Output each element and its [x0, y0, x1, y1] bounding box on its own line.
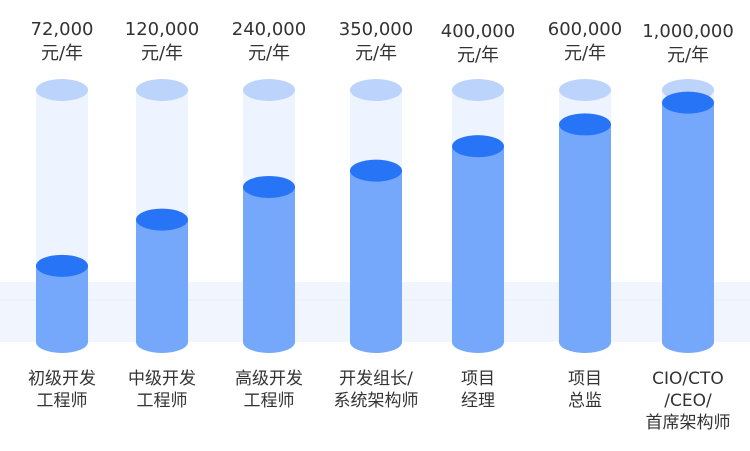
bar-top-4 [452, 135, 504, 158]
category-label-0: 初级开发 工程师 [2, 368, 122, 412]
value-label-1: 120,000 元/年 [102, 18, 222, 66]
category-line: /CEO/ [664, 391, 712, 411]
value-unit: 元/年 [247, 43, 291, 64]
value-label-3: 350,000 元/年 [316, 18, 436, 66]
category-label-4: 项目 经理 [418, 368, 538, 412]
bar-track-cap-3 [350, 79, 402, 101]
category-line: 项目 [461, 369, 495, 389]
value-number: 240,000 [231, 19, 307, 40]
value-unit: 元/年 [666, 45, 710, 66]
category-label-2: 高级开发 工程师 [209, 368, 329, 412]
bar-top-6 [662, 91, 714, 114]
value-number: 72,000 [30, 19, 94, 40]
value-number: 120,000 [124, 19, 200, 40]
value-label-4: 400,000 元/年 [418, 20, 538, 68]
bar-6 [662, 102, 714, 342]
value-label-5: 600,000 元/年 [525, 18, 645, 66]
bar-5 [559, 124, 611, 343]
category-line: 系统架构师 [333, 391, 419, 411]
bar-2 [243, 186, 295, 342]
value-number: 400,000 [440, 21, 516, 42]
value-unit: 元/年 [354, 43, 398, 64]
value-label-6: 1,000,000 元/年 [628, 20, 748, 68]
bar-base-2 [243, 331, 295, 353]
value-unit: 元/年 [456, 45, 500, 66]
value-number: 600,000 [547, 19, 623, 40]
bar-track-cap-2 [243, 79, 295, 101]
bar-base-0 [36, 331, 88, 353]
category-line: 工程师 [243, 391, 295, 411]
bar-base-3 [350, 331, 402, 353]
category-line: 经理 [461, 391, 495, 411]
bar-track-cap-5 [559, 79, 611, 101]
category-line: 初级开发 [28, 369, 96, 389]
category-line: 首席架构师 [645, 413, 731, 433]
category-label-5: 项目 总监 [525, 368, 645, 412]
value-number: 1,000,000 [642, 21, 734, 42]
bar-base-1 [136, 331, 188, 353]
value-unit: 元/年 [563, 43, 607, 64]
bar-base-4 [452, 331, 504, 353]
bar-4 [452, 146, 504, 342]
bar-base-5 [559, 331, 611, 353]
category-line: CIO/CTO [652, 369, 724, 389]
bar-base-6 [662, 331, 714, 353]
bar-top-0 [36, 254, 88, 277]
bar-track-cap-4 [452, 79, 504, 101]
category-line: 高级开发 [235, 369, 303, 389]
bar-3 [350, 170, 402, 342]
value-label-0: 72,000 元/年 [2, 18, 122, 66]
category-line: 中级开发 [128, 369, 196, 389]
bar-top-2 [243, 175, 295, 198]
category-label-3: 开发组长/系统架构师 [316, 368, 436, 412]
value-label-2: 240,000 元/年 [209, 18, 329, 66]
bar-top-5 [559, 113, 611, 136]
bar-track-cap-0 [36, 79, 88, 101]
category-label-1: 中级开发 工程师 [102, 368, 222, 412]
bar-top-3 [350, 159, 402, 182]
value-unit: 元/年 [40, 43, 84, 64]
category-line: 开发组长/ [339, 369, 413, 389]
category-label-6: CIO/CTO/CEO/首席架构师 [628, 368, 748, 434]
value-unit: 元/年 [140, 43, 184, 64]
bar-track-cap-1 [136, 79, 188, 101]
category-line: 工程师 [136, 391, 188, 411]
category-line: 总监 [568, 391, 602, 411]
bar-1 [136, 219, 188, 342]
value-number: 350,000 [338, 19, 414, 40]
category-line: 工程师 [36, 391, 88, 411]
category-line: 项目 [568, 369, 602, 389]
bar-0 [36, 265, 88, 342]
bar-top-1 [136, 208, 188, 231]
